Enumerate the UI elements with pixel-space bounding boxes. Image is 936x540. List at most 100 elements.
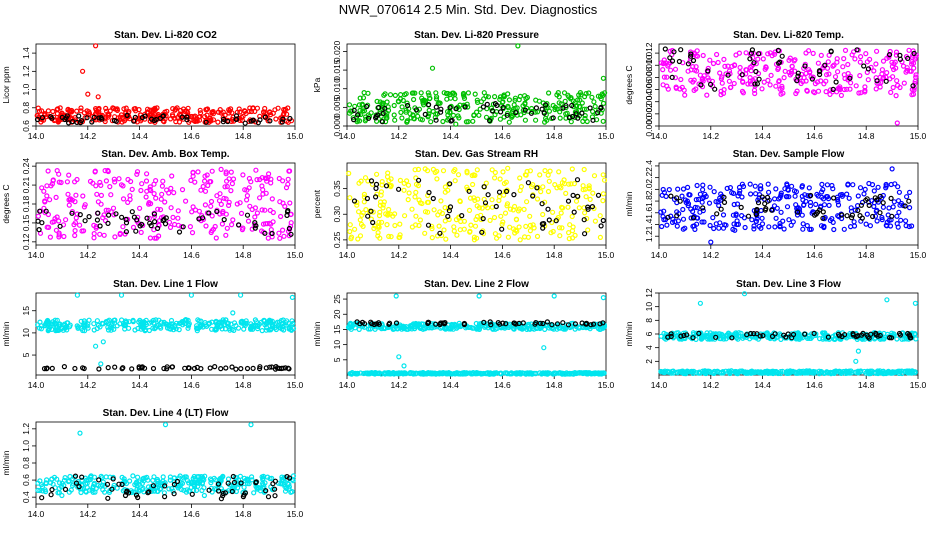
data-point bbox=[736, 330, 742, 336]
outlier-point bbox=[201, 492, 207, 499]
data-point bbox=[129, 186, 135, 192]
data-point bbox=[661, 217, 667, 223]
data-point bbox=[72, 232, 78, 239]
x-tick-label: 14.2 bbox=[80, 250, 97, 260]
data-point bbox=[685, 68, 691, 74]
data-point bbox=[360, 210, 366, 216]
data-point bbox=[465, 118, 471, 125]
data-point bbox=[874, 78, 880, 84]
data-point bbox=[386, 321, 392, 327]
data-point bbox=[814, 79, 821, 85]
plot-frame bbox=[35, 43, 296, 127]
data-point bbox=[110, 476, 116, 482]
data-point bbox=[359, 102, 365, 108]
data-point bbox=[49, 487, 55, 493]
data-point bbox=[286, 325, 292, 331]
data-point bbox=[415, 113, 421, 119]
data-point bbox=[461, 321, 467, 328]
data-point bbox=[755, 197, 761, 203]
data-point bbox=[358, 111, 364, 118]
data-point bbox=[768, 72, 774, 79]
data-point bbox=[262, 175, 268, 181]
data-point bbox=[472, 223, 479, 229]
x-tick-label: 14.8 bbox=[546, 250, 563, 260]
data-point bbox=[592, 218, 599, 224]
data-point bbox=[181, 475, 187, 481]
y-tick-label: 1.2 bbox=[21, 65, 31, 77]
data-point bbox=[496, 189, 503, 195]
outlier-point bbox=[855, 348, 862, 354]
data-point bbox=[201, 485, 207, 491]
data-point bbox=[883, 183, 889, 189]
data-point bbox=[364, 103, 370, 110]
data-point bbox=[861, 63, 867, 69]
data-point bbox=[80, 193, 86, 199]
data-point bbox=[202, 188, 209, 194]
data-point bbox=[762, 207, 768, 213]
data-point bbox=[597, 234, 604, 240]
data-point bbox=[481, 319, 487, 325]
y-tick-label: 2.4 bbox=[644, 160, 654, 172]
data-point bbox=[464, 168, 470, 174]
data-point bbox=[484, 370, 490, 376]
data-point bbox=[766, 224, 772, 230]
data-point bbox=[437, 321, 443, 328]
data-point bbox=[521, 93, 528, 99]
data-point bbox=[276, 175, 282, 182]
data-point bbox=[804, 87, 810, 94]
data-point bbox=[169, 112, 176, 118]
data-point bbox=[368, 208, 374, 214]
data-point bbox=[852, 369, 858, 375]
data-point bbox=[483, 93, 489, 99]
data-point bbox=[895, 224, 901, 230]
data-point bbox=[429, 235, 435, 241]
data-point bbox=[799, 212, 805, 218]
data-point bbox=[758, 186, 764, 192]
data-point bbox=[450, 112, 456, 119]
data-point bbox=[824, 194, 831, 200]
data-point bbox=[392, 117, 398, 123]
data-point bbox=[223, 365, 229, 371]
data-point bbox=[112, 179, 118, 185]
data-point bbox=[54, 327, 60, 333]
data-point bbox=[425, 319, 431, 325]
data-point bbox=[792, 193, 798, 199]
data-point bbox=[388, 176, 394, 182]
data-point bbox=[739, 72, 745, 78]
data-point bbox=[105, 112, 111, 118]
data-point bbox=[886, 51, 893, 58]
data-point bbox=[280, 317, 286, 323]
data-point bbox=[505, 103, 511, 110]
x-tick-label: 14.8 bbox=[858, 131, 875, 141]
data-point bbox=[793, 202, 799, 208]
data-point bbox=[847, 86, 853, 92]
data-point bbox=[600, 320, 606, 326]
data-point bbox=[417, 200, 423, 206]
data-point bbox=[405, 102, 411, 109]
data-point bbox=[476, 321, 483, 327]
data-point bbox=[726, 78, 733, 84]
data-point bbox=[440, 168, 447, 174]
outlier-point bbox=[401, 363, 407, 369]
data-point bbox=[159, 191, 165, 197]
data-point bbox=[108, 192, 114, 198]
x-tick-label: 15.0 bbox=[287, 380, 304, 390]
data-point bbox=[476, 112, 482, 118]
y-tick-label: 0.12 bbox=[21, 233, 31, 250]
data-point bbox=[565, 198, 572, 204]
data-point bbox=[778, 209, 784, 215]
y-tick-label: 1.2 bbox=[644, 230, 654, 242]
data-point bbox=[499, 99, 505, 106]
data-point bbox=[848, 205, 854, 211]
data-point bbox=[868, 369, 874, 375]
data-point bbox=[136, 479, 142, 485]
data-point bbox=[130, 224, 137, 230]
data-point bbox=[747, 78, 754, 84]
data-point bbox=[241, 108, 248, 114]
data-point bbox=[846, 195, 852, 201]
data-point bbox=[811, 330, 817, 336]
data-point bbox=[77, 119, 84, 126]
data-point bbox=[155, 206, 161, 212]
data-point bbox=[244, 212, 251, 218]
